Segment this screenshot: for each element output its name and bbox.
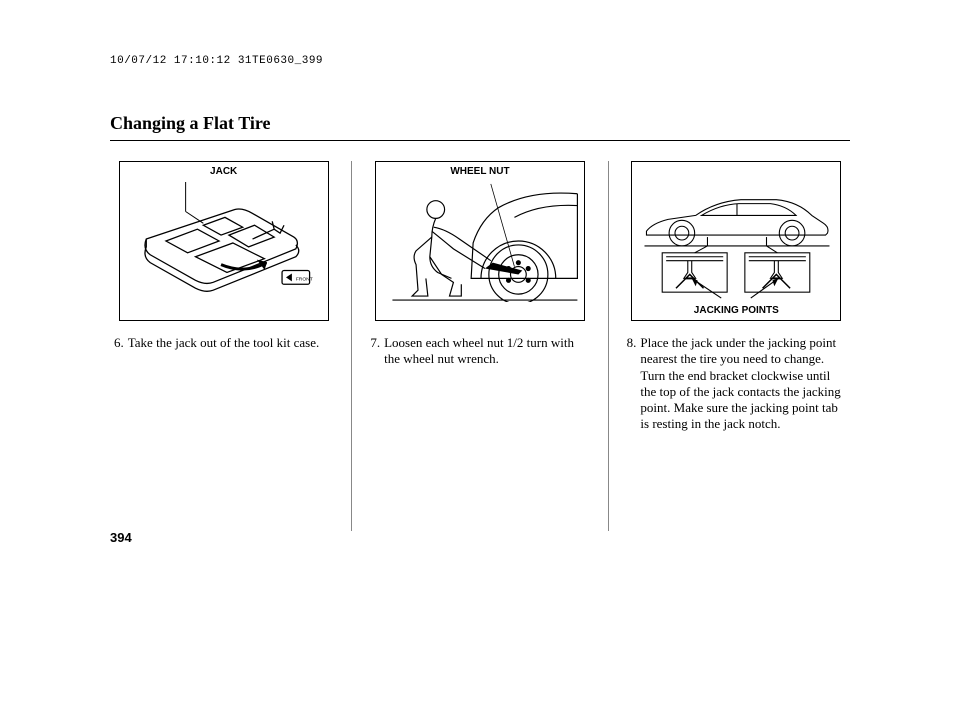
figure-jacking-points: JACKING POINTS	[631, 161, 841, 321]
step-7-num: 7.	[370, 335, 380, 368]
step-7-text: Loosen each wheel nut 1/2 turn with the …	[384, 335, 590, 368]
column-1: JACK	[110, 161, 337, 531]
figure-label-wheel-nut: WHEEL NUT	[376, 166, 584, 177]
figure-jack: JACK	[119, 161, 329, 321]
page-number: 394	[110, 530, 132, 545]
header-timestamp: 10/07/12 17:10:12 31TE0630_399	[110, 55, 323, 67]
step-8-text: Place the jack under the jacking point n…	[640, 335, 846, 433]
step-7: 7. Loosen each wheel nut 1/2 turn with t…	[370, 335, 589, 368]
column-separator-2	[608, 161, 609, 531]
column-2: WHEEL NUT	[366, 161, 593, 531]
step-6-text: Take the jack out of the tool kit case.	[128, 335, 334, 351]
manual-page: 10/07/12 17:10:12 31TE0630_399 Changing …	[0, 0, 954, 710]
jacking-points-illustration	[638, 180, 834, 302]
front-label: FRONT	[295, 276, 312, 282]
figure-wheel-nut: WHEEL NUT	[375, 161, 585, 321]
title-rule	[110, 140, 850, 141]
column-separator-1	[351, 161, 352, 531]
jack-illustration: FRONT	[126, 180, 322, 302]
step-8-num: 8.	[627, 335, 637, 433]
step-8: 8. Place the jack under the jacking poin…	[627, 335, 846, 433]
step-6: 6. Take the jack out of the tool kit cas…	[114, 335, 333, 351]
wheel-nut-illustration	[382, 180, 578, 302]
figure-label-jack: JACK	[120, 166, 328, 177]
column-3: JACKING POINTS 8. Place the jack under t…	[623, 161, 850, 531]
figure-label-jacking-points: JACKING POINTS	[632, 305, 840, 316]
page-title: Changing a Flat Tire	[110, 113, 879, 134]
step-6-num: 6.	[114, 335, 124, 351]
content-columns: JACK	[110, 161, 850, 531]
